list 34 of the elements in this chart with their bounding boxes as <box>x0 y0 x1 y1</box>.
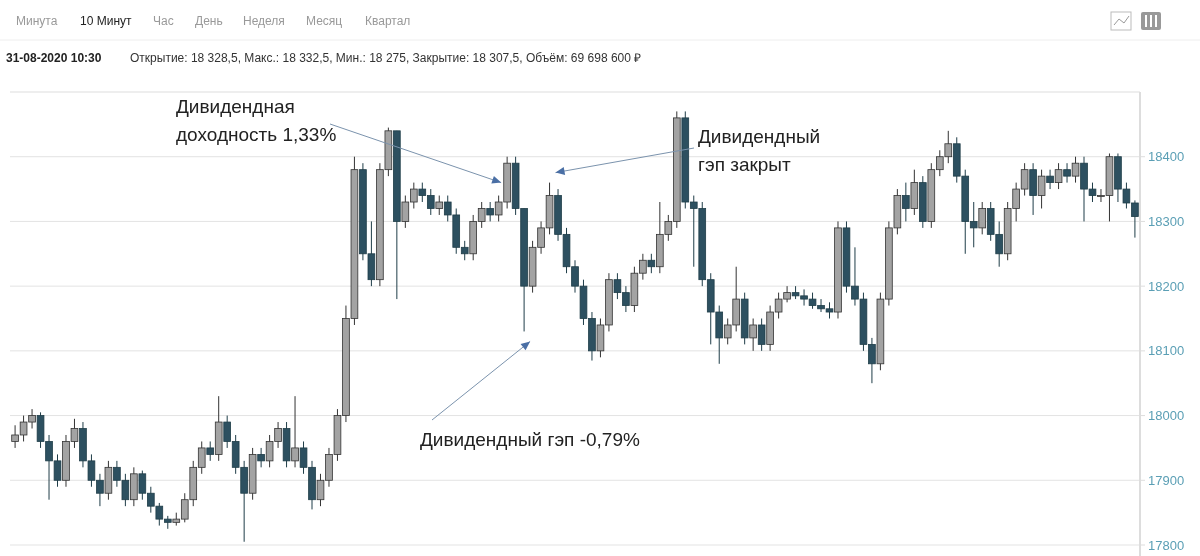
y-tick-label: 18200 <box>1148 278 1185 294</box>
y-tick-label: 18300 <box>1148 213 1185 229</box>
candlestick <box>1071 156 1080 184</box>
annotation: Дивидендная доходность 1,33% <box>176 96 337 145</box>
y-tick-label: 17800 <box>1148 537 1185 553</box>
candlestick <box>902 182 910 222</box>
candlestick <box>1046 169 1054 190</box>
candlestick <box>1037 169 1046 209</box>
text: Час <box>153 14 174 28</box>
y-tick-label: 18400 <box>1148 149 1185 165</box>
y-tick-label: 18000 <box>1148 408 1185 424</box>
text: Открытие: 18 328,5, Макс.: 18 332,5, Мин.: 18 275, Закрытие: 18 307,5, Объём: 69 698 600 ₽ <box>130 51 642 65</box>
text: День <box>195 14 223 28</box>
candlestick <box>647 253 656 274</box>
text: 10 Минут <box>80 14 133 28</box>
y-tick-label: 18100 <box>1148 343 1185 359</box>
annotation: Дивидендный гэп закрыт <box>698 126 821 175</box>
annotation: Дивидендный гэп -0,79% <box>420 429 640 450</box>
candlestick <box>486 201 494 222</box>
text: Неделя <box>243 14 285 28</box>
candlestick <box>749 318 757 352</box>
candlestick <box>1063 162 1071 184</box>
candlestick <box>257 447 265 468</box>
candlestick <box>435 195 444 216</box>
text: Квартал <box>365 14 411 28</box>
candlestick <box>978 201 986 235</box>
text: Месяц <box>306 14 343 28</box>
candlestick <box>757 318 766 352</box>
candlestick <box>206 440 214 462</box>
candlestick <box>291 395 299 468</box>
text: 31-08-2020 10:30 <box>6 51 102 65</box>
candlestick <box>1054 162 1063 190</box>
y-tick-label: 17900 <box>1148 472 1185 488</box>
text: Минута <box>16 14 58 28</box>
